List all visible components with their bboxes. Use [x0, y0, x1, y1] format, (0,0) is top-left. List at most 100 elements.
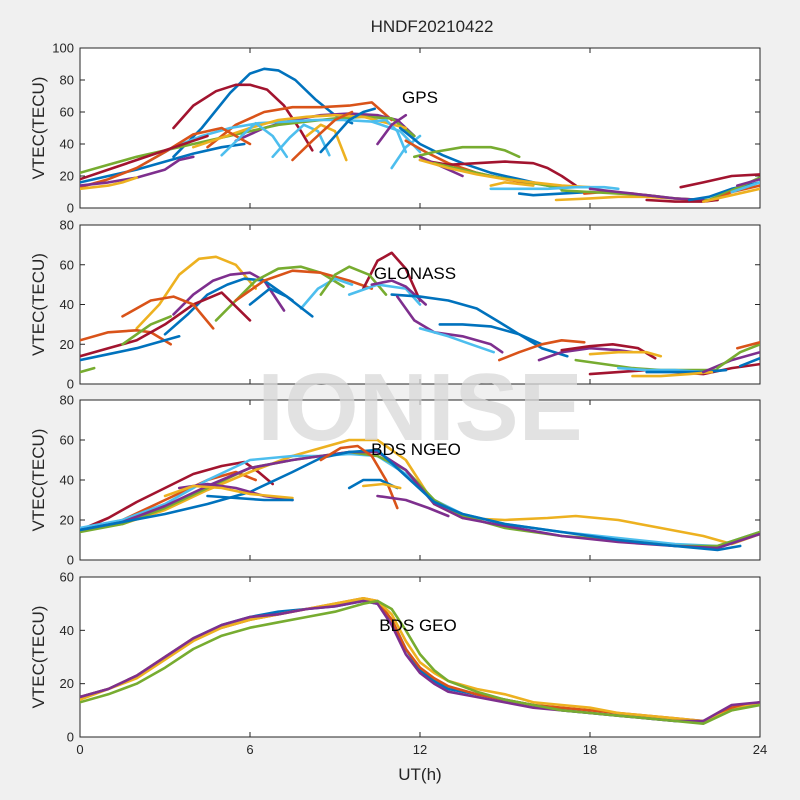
series-line [396, 295, 504, 354]
chart-panel-1: 0 20 40 60 80 VTEC(TECU) [29, 218, 761, 392]
y-axis-label: VTEC(TECU) [29, 253, 48, 356]
x-tick-label: 6 [246, 742, 253, 757]
series-line [192, 113, 408, 149]
series-line [738, 356, 760, 368]
series-group [80, 251, 760, 378]
series-line [80, 448, 742, 552]
series-line [80, 597, 760, 723]
series-line [730, 181, 760, 194]
chart-panel-0: 0 20 40 60 80 100 VTEC(TECU) [29, 41, 761, 216]
panel-title: BDS GEO [379, 616, 456, 635]
series-line [80, 460, 274, 532]
series-line [702, 187, 760, 203]
series-line [362, 251, 422, 302]
x-tick-label: 24 [753, 742, 767, 757]
panel-title: BDS NGEO [371, 440, 461, 459]
series-line [135, 255, 257, 330]
watermark-text: IONISE [257, 354, 582, 461]
series-line [80, 450, 760, 550]
series-line [299, 277, 354, 310]
series-line [248, 287, 314, 318]
panel-title: GPS [402, 88, 438, 107]
y-tick-label: 40 [60, 137, 74, 152]
series-line [80, 126, 252, 189]
series-line [143, 118, 422, 165]
x-tick-label: 0 [76, 742, 83, 757]
y-tick-label: 60 [60, 570, 74, 585]
panel-title: GLONASS [374, 264, 456, 283]
series-line [645, 368, 728, 374]
annotations-group: GPS GLONASS BDS NGEO BDS GEO [371, 88, 461, 635]
panels-group: 020406080100VTEC(TECU)020406080VTEC(TECU… [29, 41, 767, 758]
y-tick-label: 80 [60, 218, 74, 233]
series-line [319, 265, 388, 296]
x-tick-label: 12 [413, 742, 427, 757]
series-line [319, 107, 376, 154]
series-line [80, 176, 138, 191]
y-tick-label: 0 [67, 201, 74, 216]
y-tick-label: 40 [60, 623, 74, 638]
series-line [291, 110, 354, 162]
y-tick-label: 100 [52, 41, 74, 56]
series-line [206, 494, 294, 502]
series-line [80, 291, 252, 358]
series-line [588, 350, 663, 358]
series-line [716, 343, 760, 370]
series-line [376, 494, 450, 518]
y-axis-label: VTEC(TECU) [29, 606, 48, 709]
series-line [80, 329, 172, 346]
series-line [121, 315, 172, 346]
y-tick-label: 20 [60, 513, 74, 528]
y-tick-label: 0 [67, 553, 74, 568]
series-line [679, 173, 760, 189]
series-line [498, 339, 586, 362]
series-line [206, 101, 393, 149]
series-line [489, 185, 620, 191]
series-line [80, 142, 246, 184]
x-axis-label: UT(h) [398, 765, 441, 784]
series-line [80, 599, 760, 725]
y-tick-label: 40 [60, 297, 74, 312]
series-line [271, 123, 331, 159]
series-group [80, 597, 760, 725]
y-tick-label: 20 [60, 676, 74, 691]
chart-panel-3: 0 20 40 60 0 6 12 18 24 VTEC(TECU) [29, 570, 767, 758]
series-line [362, 482, 402, 490]
y-tick-label: 0 [67, 377, 74, 392]
series-line [413, 145, 521, 159]
series-line [418, 327, 495, 354]
series-line [489, 181, 535, 187]
y-tick-label: 80 [60, 393, 74, 408]
series-line [588, 187, 705, 202]
series-line [537, 346, 634, 362]
series-line [376, 113, 408, 146]
y-tick-label: 60 [60, 105, 74, 120]
series-line [631, 370, 714, 378]
series-line [234, 269, 374, 302]
y-tick-label: 40 [60, 473, 74, 488]
series-group [80, 67, 760, 203]
y-axis-label: VTEC(TECU) [29, 429, 48, 532]
series-line [80, 366, 96, 374]
series-line [517, 190, 592, 197]
y-tick-label: 20 [60, 169, 74, 184]
series-line [438, 323, 544, 346]
series-line [418, 158, 578, 187]
y-tick-label: 60 [60, 257, 74, 272]
plot-area [79, 47, 761, 209]
series-line [121, 295, 215, 330]
series-line [80, 335, 181, 362]
y-tick-label: 80 [60, 73, 74, 88]
chart-panel-2: 0 20 40 60 80 VTEC(TECU) [29, 393, 761, 568]
figure-title: HNDF20210422 [371, 17, 494, 36]
series-line [687, 181, 760, 202]
y-axis-label: VTEC(TECU) [29, 77, 48, 180]
x-tick-label: 18 [583, 742, 597, 757]
series-line [736, 341, 760, 350]
series-line [736, 177, 760, 187]
series-line [80, 155, 195, 187]
series-line [702, 350, 760, 374]
series-line [163, 484, 294, 500]
series-line [80, 134, 209, 181]
